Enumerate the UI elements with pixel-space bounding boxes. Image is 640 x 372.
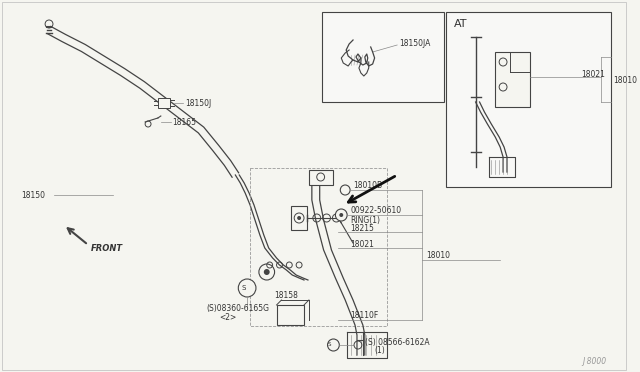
Text: (S) 08566-6162A: (S) 08566-6162A [365,337,429,346]
Text: J 8000: J 8000 [582,357,606,366]
Text: S: S [328,343,332,347]
Text: 18010: 18010 [613,76,637,84]
Polygon shape [347,332,387,358]
Text: 18158: 18158 [275,291,298,299]
Text: 18021: 18021 [582,70,605,78]
Text: 18010B: 18010B [353,180,382,189]
Bar [276,305,304,325]
Text: AT: AT [454,19,468,29]
Text: (1): (1) [374,346,385,356]
Circle shape [264,269,269,275]
Bar [446,12,611,187]
Text: 18150JA: 18150JA [399,38,431,48]
Text: 00922-50610: 00922-50610 [350,205,401,215]
Circle shape [238,279,256,297]
Circle shape [335,209,347,221]
Circle shape [340,185,350,195]
Bar [158,98,170,108]
Text: <2>: <2> [220,314,237,323]
Circle shape [328,339,339,351]
Text: 18010: 18010 [427,251,451,260]
Circle shape [259,264,275,280]
Text: 18150: 18150 [22,190,45,199]
Text: (S)08360-6165G: (S)08360-6165G [206,304,269,312]
Text: RING(1): RING(1) [350,215,380,224]
Circle shape [297,216,301,220]
Bar [322,12,444,102]
Text: 18150J: 18150J [186,99,212,108]
Text: 18110F: 18110F [350,311,378,321]
Text: S: S [241,285,245,291]
Text: 18165: 18165 [173,118,196,126]
Text: 18021: 18021 [350,240,374,248]
Text: 18215: 18215 [350,224,374,232]
Bar [250,168,387,326]
Bar [291,206,307,230]
Polygon shape [490,157,515,177]
Bar [495,52,529,107]
Text: FRONT: FRONT [92,244,124,253]
Bar [309,170,333,185]
Circle shape [339,213,343,217]
